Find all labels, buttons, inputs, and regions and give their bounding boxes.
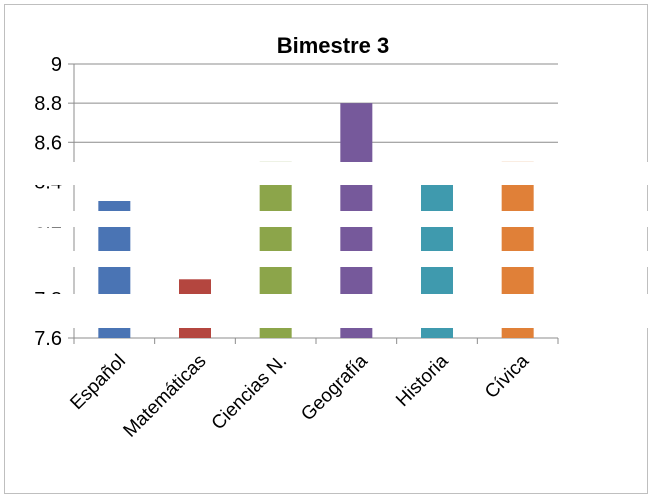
- x-tick-label: Geografía: [297, 350, 372, 425]
- chart-title: Bimestre 3: [277, 33, 390, 58]
- white-band: [5, 294, 649, 328]
- x-tick-label: Ciencias N.: [208, 351, 292, 435]
- x-tick-label: Español: [66, 351, 129, 414]
- band-masks: [5, 162, 649, 328]
- bar-chart: Bimestre 3 7.67.888.28.48.68.89 EspañolM…: [5, 33, 649, 442]
- x-tick-label: Historia: [392, 350, 453, 411]
- y-tick-label: 7.6: [34, 328, 62, 350]
- x-tick-label: Cívica: [481, 350, 533, 402]
- chart-frame: Bimestre 3 7.67.888.28.48.68.89 EspañolM…: [4, 4, 649, 494]
- x-tick-label: Matemáticas: [120, 351, 211, 442]
- white-band: [5, 211, 649, 227]
- white-band: [5, 251, 649, 267]
- white-band: [5, 162, 649, 185]
- y-tick-label: 9: [51, 54, 62, 76]
- y-tick-label: 8.8: [34, 93, 62, 115]
- y-tick-label: 8.6: [34, 132, 62, 154]
